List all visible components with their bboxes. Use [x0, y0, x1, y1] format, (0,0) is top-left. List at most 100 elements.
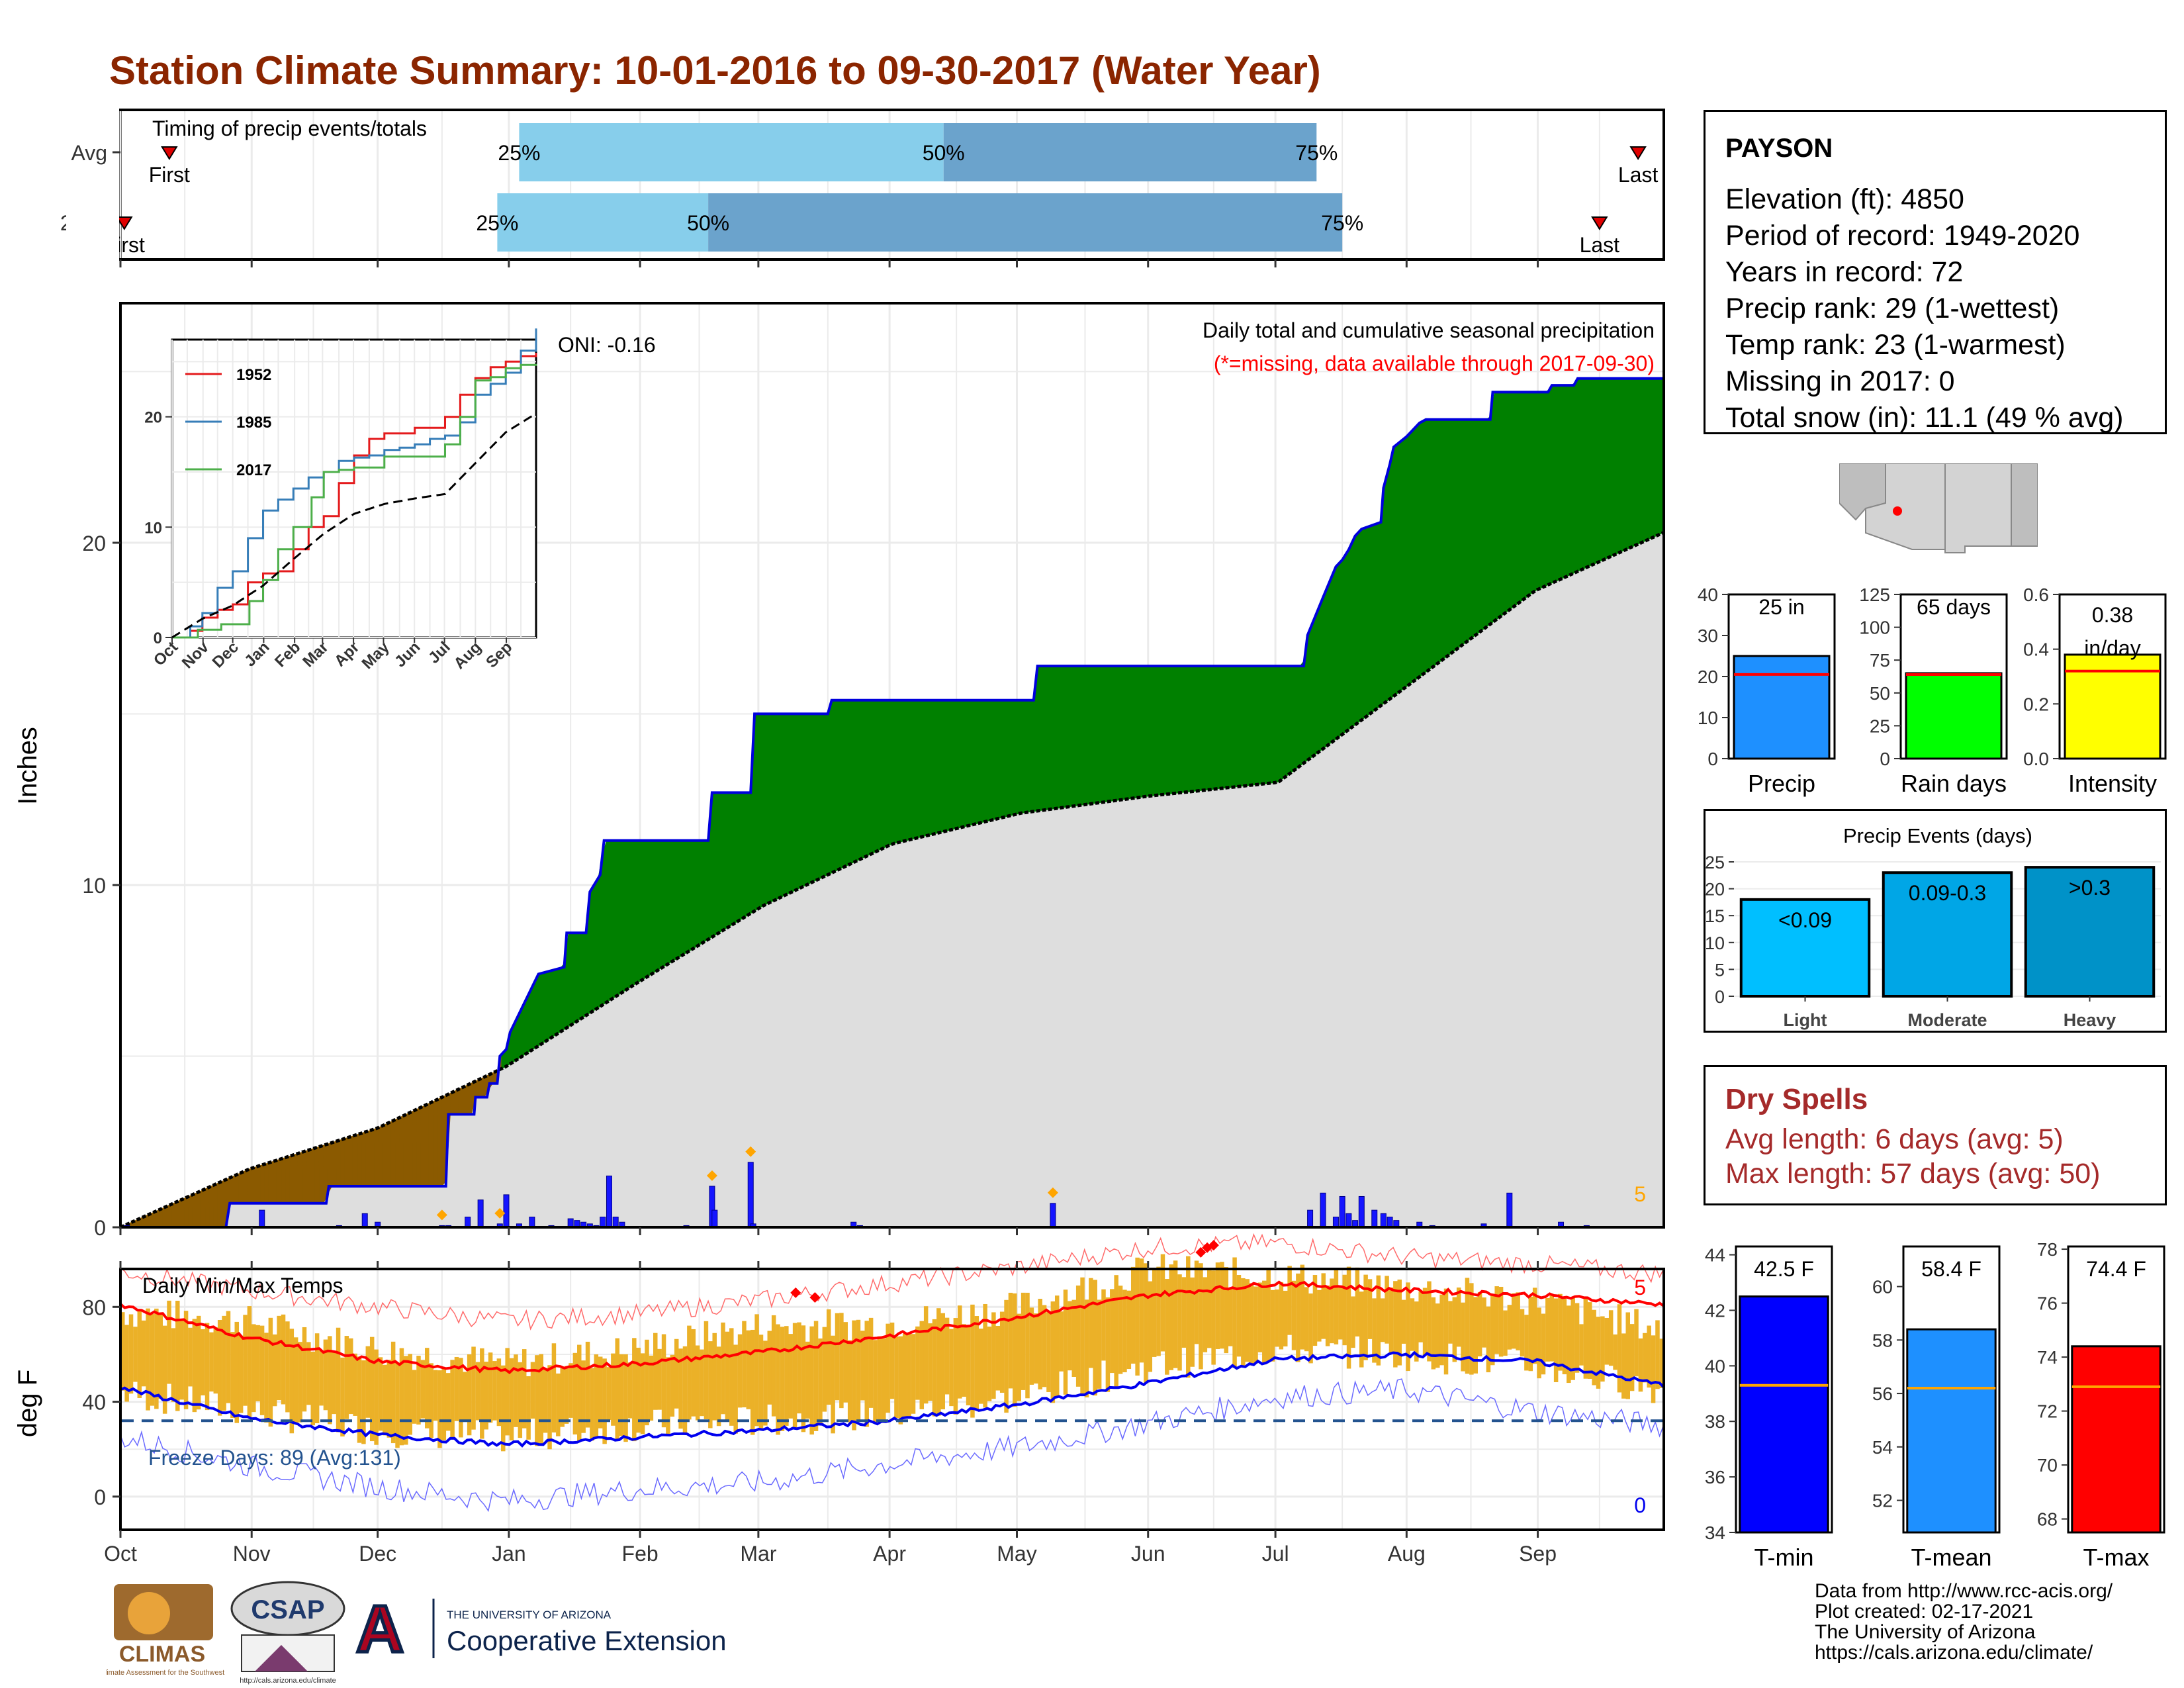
daily-temp-bar [1300, 1264, 1305, 1350]
station-info-line: Missing in 2017: 0 [1725, 365, 1955, 397]
daily-temp-bar [594, 1354, 599, 1438]
mini-ytick-label: 25 [1870, 716, 1890, 736]
precip-ytick-label: 20 [82, 532, 106, 555]
station-info-line: Years in record: 72 [1725, 256, 1964, 288]
daily-temp-bar [577, 1344, 582, 1442]
daily-temp-bar [1549, 1294, 1554, 1362]
extreme-precip-marker [494, 1207, 506, 1219]
daily-temp-bar [1608, 1310, 1614, 1366]
daily-temp-bar [1186, 1256, 1191, 1378]
temp-bar-ytick-label: 44 [1705, 1245, 1725, 1266]
dry-spells-title: Dry Spells [1725, 1083, 1868, 1115]
daily-temp-bar [602, 1358, 607, 1444]
daily-temp-bar [133, 1327, 138, 1382]
daily-temp-bar [936, 1308, 941, 1416]
precip-title: Daily total and cumulative seasonal prec… [1203, 318, 1655, 342]
temp-value-bar [1906, 1328, 1997, 1534]
mini-value-bar [2064, 653, 2161, 760]
inset-xtick-label: Apr [331, 638, 363, 670]
month-xtick-label: Nov [233, 1542, 271, 1566]
daily-temp-bar [344, 1336, 349, 1419]
daily-temp-bar [259, 1325, 265, 1415]
daily-temp-bar [771, 1315, 776, 1417]
daily-temp-bar [1050, 1301, 1056, 1403]
map-east-state [2011, 463, 2038, 547]
daily-temp-bar [754, 1314, 759, 1427]
daily-temp-bar [1558, 1293, 1563, 1371]
record-max-line [120, 1233, 1664, 1331]
daily-temp-bar [314, 1333, 320, 1424]
inset-xtick-label: Jan [241, 638, 273, 670]
month-xtick-label: Dec [359, 1542, 396, 1566]
record-min-line [120, 1378, 1664, 1513]
daily-precip-bar [580, 1221, 587, 1228]
station-info-box: PAYSON Elevation (ft): 4850 Period of rec… [1704, 110, 2167, 434]
logos: CLIMAS Climate Assessment for the Southw… [106, 1581, 727, 1685]
temp-bar-chart-t-mean: 58.4 F 52 54 56 58 60 T-mean [1872, 1245, 2001, 1571]
daily-temp-bar [226, 1311, 231, 1403]
inset-chart: 1952 1985 2017 0 10 20 OctNovDecJanFebMarAprMa… [144, 328, 537, 673]
inset-xtick-label: Sep [482, 638, 516, 671]
daily-temp-bar [1613, 1334, 1617, 1370]
daily-temp-bar [606, 1367, 612, 1420]
inset-xtick-label: May [359, 638, 394, 673]
temp-bar-frame [1902, 1245, 2001, 1534]
precip-ytick-label: 10 [82, 874, 106, 898]
temp-bar-chart-t-min: 42.5 F 34 36 38 40 42 44 T-min [1705, 1245, 1833, 1571]
daily-temp-bar [217, 1320, 222, 1416]
daily-precip-bar [711, 1209, 718, 1228]
daily-precip-bar [1358, 1196, 1365, 1228]
temp-bar-ytick-label: 40 [1705, 1356, 1725, 1376]
daily-temp-bar [1148, 1281, 1153, 1372]
last-event-marker [1629, 146, 1647, 160]
daily-temp-bar [569, 1363, 573, 1418]
daily-temp-bar [509, 1358, 514, 1441]
temp-bar-ytick-label: 38 [1705, 1411, 1725, 1432]
daily-temp-bar [1139, 1258, 1144, 1363]
daily-precip-bar [593, 1225, 600, 1228]
timing-pct-label: 25% [498, 141, 540, 165]
daily-temp-bar [1617, 1304, 1622, 1393]
mini-ytick-label: 40 [1698, 585, 1718, 605]
daily-temp-bar [708, 1341, 713, 1429]
daily-temp-bar [1367, 1279, 1373, 1339]
daily-temp-bar [978, 1329, 983, 1404]
daily-temp-bar [209, 1332, 214, 1392]
month-xtick-label: Oct [104, 1542, 137, 1566]
daily-temp-bar [1257, 1282, 1263, 1352]
daily-temp-bar [615, 1338, 620, 1440]
daily-temp-bar [374, 1349, 379, 1445]
daily-temp-bar [1524, 1315, 1529, 1371]
mini-value-bar [1733, 655, 1831, 760]
last-event-label: Last [1580, 233, 1620, 257]
timing-pct-label: 75% [1321, 211, 1363, 235]
daily-temp-bar [167, 1300, 171, 1384]
inset-legend-label: 1952 [236, 366, 271, 384]
daily-temp-bar [1448, 1301, 1453, 1344]
daily-temp-bar [831, 1335, 835, 1434]
footer-line: Plot created: 02-17-2021 [1815, 1601, 2034, 1622]
temp-bar-chart-t-max: 74.4 F 68 70 72 74 76 78 T-max [2037, 1239, 2165, 1571]
daily-temp-bar [911, 1334, 916, 1414]
station-info-line: Precip rank: 29 (1-wettest) [1725, 293, 2060, 324]
ua-a-icon: A [356, 1592, 404, 1666]
daily-temp-bar [1393, 1281, 1398, 1368]
daily-temp-bar [716, 1346, 721, 1427]
temp-value-label: 42.5 F [1754, 1257, 1814, 1281]
daily-temp-bar [1486, 1306, 1491, 1373]
temp-value-label: 74.4 F [2086, 1257, 2146, 1281]
daily-temp-bar [264, 1333, 269, 1423]
precip-count-label: 5 [1634, 1182, 1646, 1206]
mini-ytick-label: 125 [1859, 585, 1890, 605]
daily-temp-bar [247, 1306, 252, 1417]
temp-value-label: 58.4 F [1921, 1257, 1981, 1281]
daily-temp-bar [353, 1353, 357, 1416]
timing-pct-label: 75% [1295, 141, 1338, 165]
daily-temp-bar [323, 1339, 328, 1411]
inset-xtick-label: Mar [299, 638, 332, 671]
daily-precip-bar [503, 1194, 510, 1228]
daily-temp-bar [733, 1344, 738, 1434]
daily-temp-bar [1084, 1299, 1089, 1397]
daily-temp-bar [962, 1324, 966, 1397]
daily-temp-bar [1401, 1299, 1406, 1344]
